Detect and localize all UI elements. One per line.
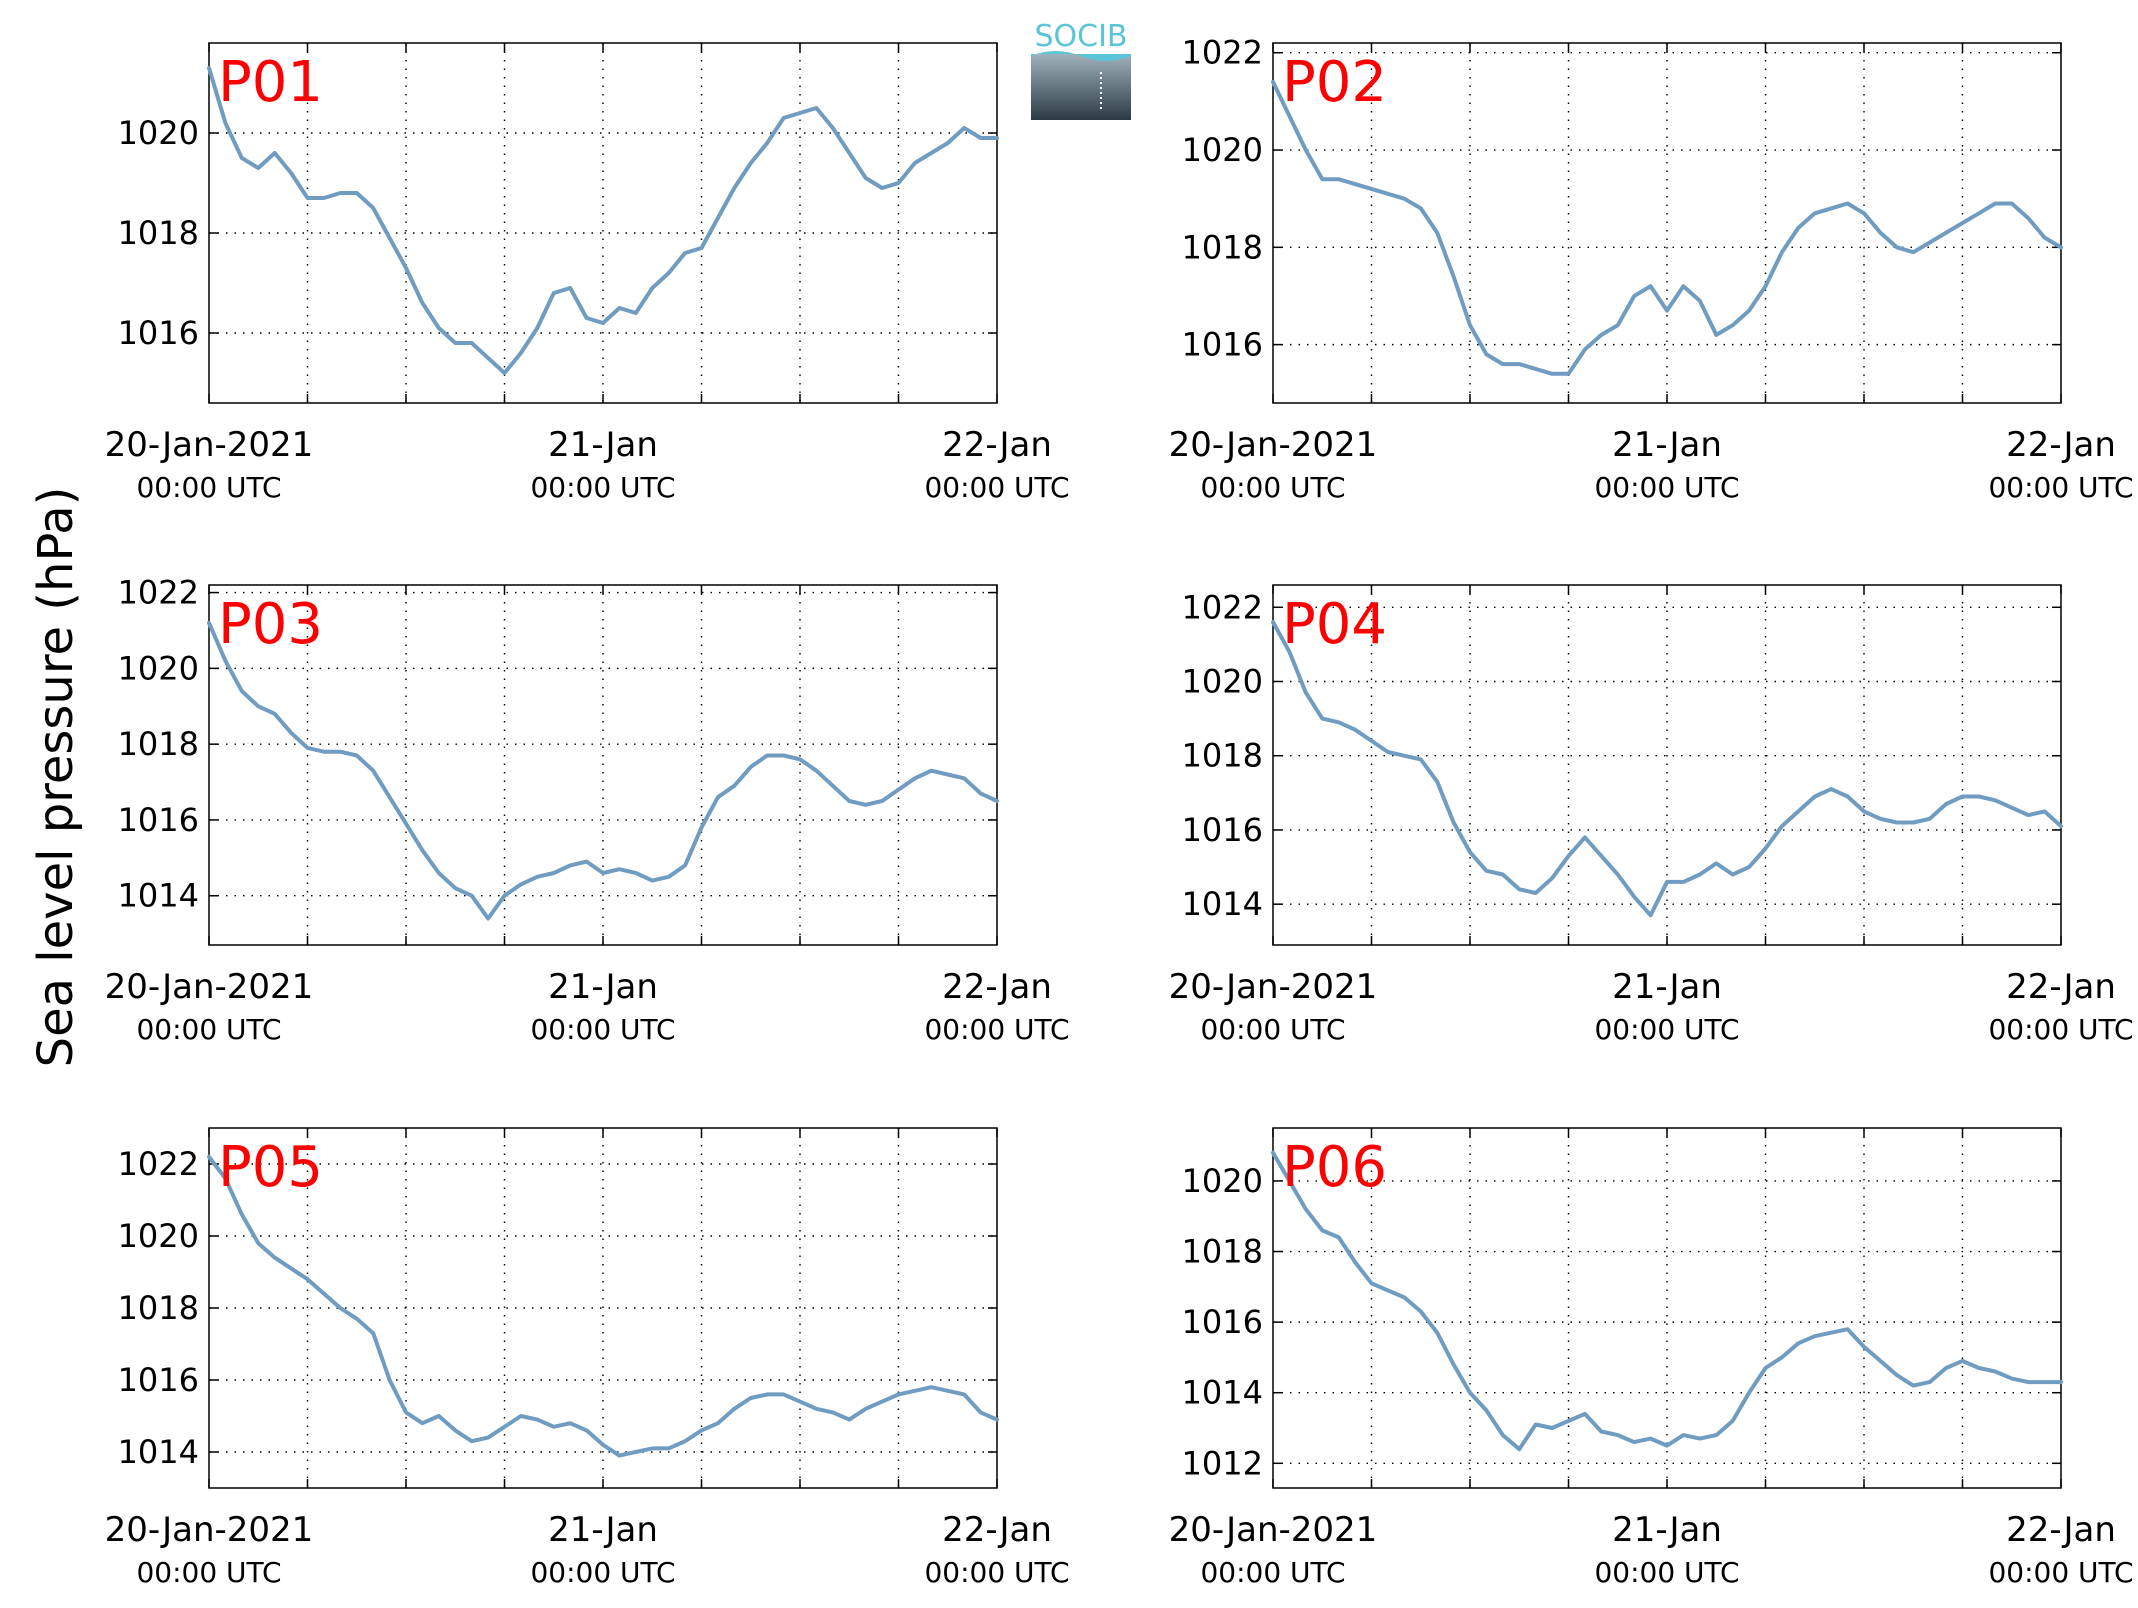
x-tick-label: 21-Jan bbox=[1612, 1510, 1722, 1550]
x-tick-label: 21-Jan bbox=[548, 1510, 658, 1550]
panel-p04: 1014 1016 1018 1020 1022 20-Jan-2021 00:00 UTC… bbox=[1169, 584, 2134, 1046]
panel-label: P03 bbox=[218, 592, 323, 657]
y-tick-label: 1016 bbox=[1182, 1303, 1263, 1341]
x-tick-label: 21-Jan bbox=[1612, 967, 1722, 1007]
y-tick-label: 1022 bbox=[1182, 34, 1263, 72]
x-tick-label: 22-Jan bbox=[2006, 967, 2116, 1007]
x-tick-label: 21-Jan bbox=[548, 967, 658, 1007]
panel-p01: 1016 1018 1020 20-Jan-2021 00:00 UTC 21-Jan 00… bbox=[105, 42, 1070, 504]
y-tick-label: 1018 bbox=[118, 214, 199, 252]
panel-p06: 1012 1014 1016 1018 1020 20-Jan-2021 00:00 UTC… bbox=[1169, 1127, 2134, 1589]
x-tick-sublabel: 00:00 UTC bbox=[136, 1556, 281, 1589]
x-tick-sublabel: 00:00 UTC bbox=[924, 1556, 1069, 1589]
x-tick-sublabel: 00:00 UTC bbox=[1200, 1013, 1345, 1046]
series-line-p02 bbox=[1271, 79, 2063, 376]
x-tick-label: 20-Jan-2021 bbox=[1169, 1510, 1378, 1550]
y-tick-label: 1016 bbox=[118, 801, 199, 839]
x-tick-sublabel: 00:00 UTC bbox=[1988, 1013, 2133, 1046]
y-tick-label: 1018 bbox=[118, 725, 199, 763]
x-tick-label: 21-Jan bbox=[1612, 425, 1722, 465]
y-tick-label: 1020 bbox=[118, 114, 199, 152]
y-tick-label: 1012 bbox=[1182, 1444, 1263, 1482]
x-tick-sublabel: 00:00 UTC bbox=[1988, 471, 2133, 504]
y-tick-label: 1020 bbox=[118, 649, 199, 687]
y-tick-label: 1016 bbox=[118, 314, 199, 352]
y-tick-label: 1022 bbox=[1182, 588, 1263, 626]
x-tick-sublabel: 00:00 UTC bbox=[530, 471, 675, 504]
y-tick-label: 1018 bbox=[1182, 228, 1263, 266]
panel-p05: 1014 1016 1018 1020 1022 20-Jan-2021 00:00 UTC… bbox=[105, 1127, 1070, 1589]
y-tick-label: 1014 bbox=[1182, 1374, 1263, 1412]
y-tick-label: 1014 bbox=[118, 877, 199, 915]
x-tick-sublabel: 00:00 UTC bbox=[136, 1013, 281, 1046]
panel-label: P04 bbox=[1282, 592, 1387, 657]
x-tick-sublabel: 00:00 UTC bbox=[136, 471, 281, 504]
series-line-p06 bbox=[1271, 1150, 2063, 1452]
panel-label: P05 bbox=[218, 1135, 323, 1200]
y-tick-label: 1018 bbox=[1182, 1233, 1263, 1271]
x-tick-sublabel: 00:00 UTC bbox=[924, 1013, 1069, 1046]
y-tick-label: 1018 bbox=[118, 1289, 199, 1327]
y-tick-label: 1018 bbox=[1182, 737, 1263, 775]
panel-label: P06 bbox=[1282, 1135, 1387, 1200]
y-tick-label: 1020 bbox=[1182, 131, 1263, 169]
x-tick-label: 22-Jan bbox=[2006, 1510, 2116, 1550]
series-line-p03 bbox=[207, 620, 999, 921]
series-line-p05 bbox=[207, 1154, 999, 1458]
x-tick-label: 20-Jan-2021 bbox=[105, 425, 314, 465]
y-tick-label: 1022 bbox=[118, 574, 199, 612]
x-tick-label: 20-Jan-2021 bbox=[105, 1510, 314, 1550]
y-tick-label: 1020 bbox=[1182, 1162, 1263, 1200]
y-tick-label: 1014 bbox=[118, 1433, 199, 1471]
x-tick-label: 22-Jan bbox=[942, 1510, 1052, 1550]
series-line-p01 bbox=[207, 66, 999, 375]
x-tick-sublabel: 00:00 UTC bbox=[924, 471, 1069, 504]
x-tick-label: 22-Jan bbox=[942, 967, 1052, 1007]
y-tick-label: 1016 bbox=[1182, 326, 1263, 364]
x-tick-sublabel: 00:00 UTC bbox=[1200, 1556, 1345, 1589]
panel-label: P01 bbox=[218, 50, 323, 115]
panel-label: P02 bbox=[1282, 50, 1387, 115]
x-tick-sublabel: 00:00 UTC bbox=[1594, 1013, 1739, 1046]
x-tick-label: 20-Jan-2021 bbox=[1169, 967, 1378, 1007]
x-tick-sublabel: 00:00 UTC bbox=[1594, 1556, 1739, 1589]
x-tick-sublabel: 00:00 UTC bbox=[1200, 471, 1345, 504]
y-tick-label: 1014 bbox=[1182, 885, 1263, 923]
x-tick-label: 20-Jan-2021 bbox=[1169, 425, 1378, 465]
y-tick-label: 1016 bbox=[1182, 811, 1263, 849]
socib-logo: SOCIB bbox=[1031, 19, 1131, 120]
x-tick-sublabel: 00:00 UTC bbox=[530, 1013, 675, 1046]
x-tick-label: 22-Jan bbox=[942, 425, 1052, 465]
y-tick-label: 1022 bbox=[118, 1145, 199, 1183]
logo-text: SOCIB bbox=[1034, 19, 1127, 54]
y-tick-label: 1016 bbox=[118, 1361, 199, 1399]
x-tick-sublabel: 00:00 UTC bbox=[1594, 471, 1739, 504]
x-tick-sublabel: 00:00 UTC bbox=[1988, 1556, 2133, 1589]
panels: 1016 1018 1020 20-Jan-2021 00:00 UTC 21-Jan 00… bbox=[105, 34, 2134, 1589]
y-tick-label: 1020 bbox=[118, 1217, 199, 1255]
panel-p03: 1014 1016 1018 1020 1022 20-Jan-2021 00:00 UTC… bbox=[105, 574, 1070, 1046]
panel-p02: 1016 1018 1020 1022 20-Jan-2021 00:00 UTC 21-J… bbox=[1169, 34, 2134, 504]
x-tick-label: 20-Jan-2021 bbox=[105, 967, 314, 1007]
y-axis-label: Sea level pressure (hPa) bbox=[28, 487, 84, 1068]
x-tick-sublabel: 00:00 UTC bbox=[530, 1556, 675, 1589]
x-tick-label: 22-Jan bbox=[2006, 425, 2116, 465]
series-line-p04 bbox=[1271, 620, 2063, 918]
y-tick-label: 1020 bbox=[1182, 662, 1263, 700]
x-tick-label: 21-Jan bbox=[548, 425, 658, 465]
